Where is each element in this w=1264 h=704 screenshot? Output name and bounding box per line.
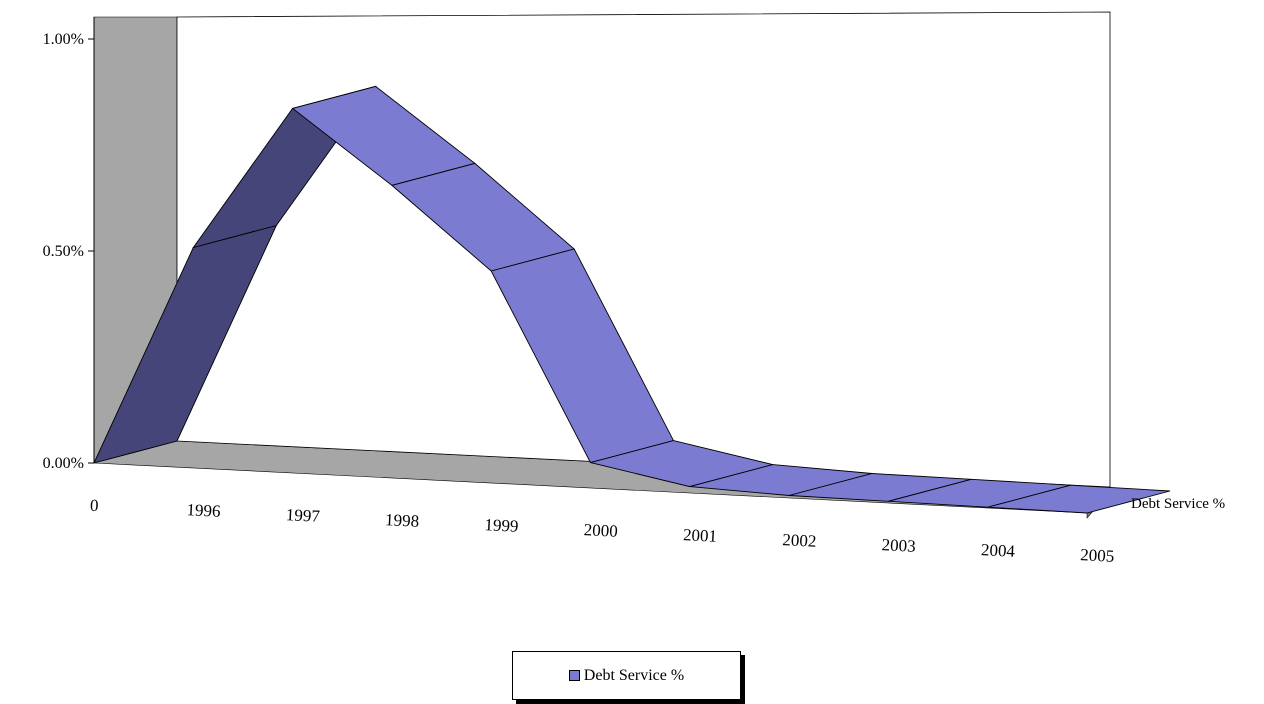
legend-swatch <box>568 670 580 681</box>
x-tick-label: 1997 <box>285 505 320 526</box>
x-axis-ticks: 0 1996 1997 1998 1999 2000 2001 2002 2003 2004 200… <box>90 496 1115 566</box>
x-tick-label: 1998 <box>385 510 420 531</box>
legend-label: Debt Service % <box>583 666 685 684</box>
x-tick-label: 0 <box>90 496 99 515</box>
y-axis-ticks: 0.00% 0.50% 1.00% <box>43 31 84 472</box>
x-tick-label: 2000 <box>583 520 618 541</box>
x-tick-label: 1999 <box>484 515 519 536</box>
x-tick-label: 2001 <box>683 525 718 546</box>
ribbon-segment <box>987 484 1171 514</box>
x-tick-label: 2005 <box>1080 545 1115 566</box>
y-tick-label: 0.00% <box>43 455 84 472</box>
y-tick-label: 0.50% <box>43 243 84 260</box>
chart-gridlines <box>88 38 94 464</box>
depth-axis-label: Debt Service % <box>1131 496 1225 512</box>
x-tick-label: 2004 <box>981 540 1016 561</box>
y-tick-label: 1.00% <box>43 31 84 48</box>
legend: Debt Service % <box>512 651 741 700</box>
x-tick-label: 2003 <box>881 535 916 556</box>
series-ribbon <box>93 85 1171 514</box>
x-tick-label: 1996 <box>186 500 221 521</box>
x-tick-label: 2002 <box>782 530 817 551</box>
